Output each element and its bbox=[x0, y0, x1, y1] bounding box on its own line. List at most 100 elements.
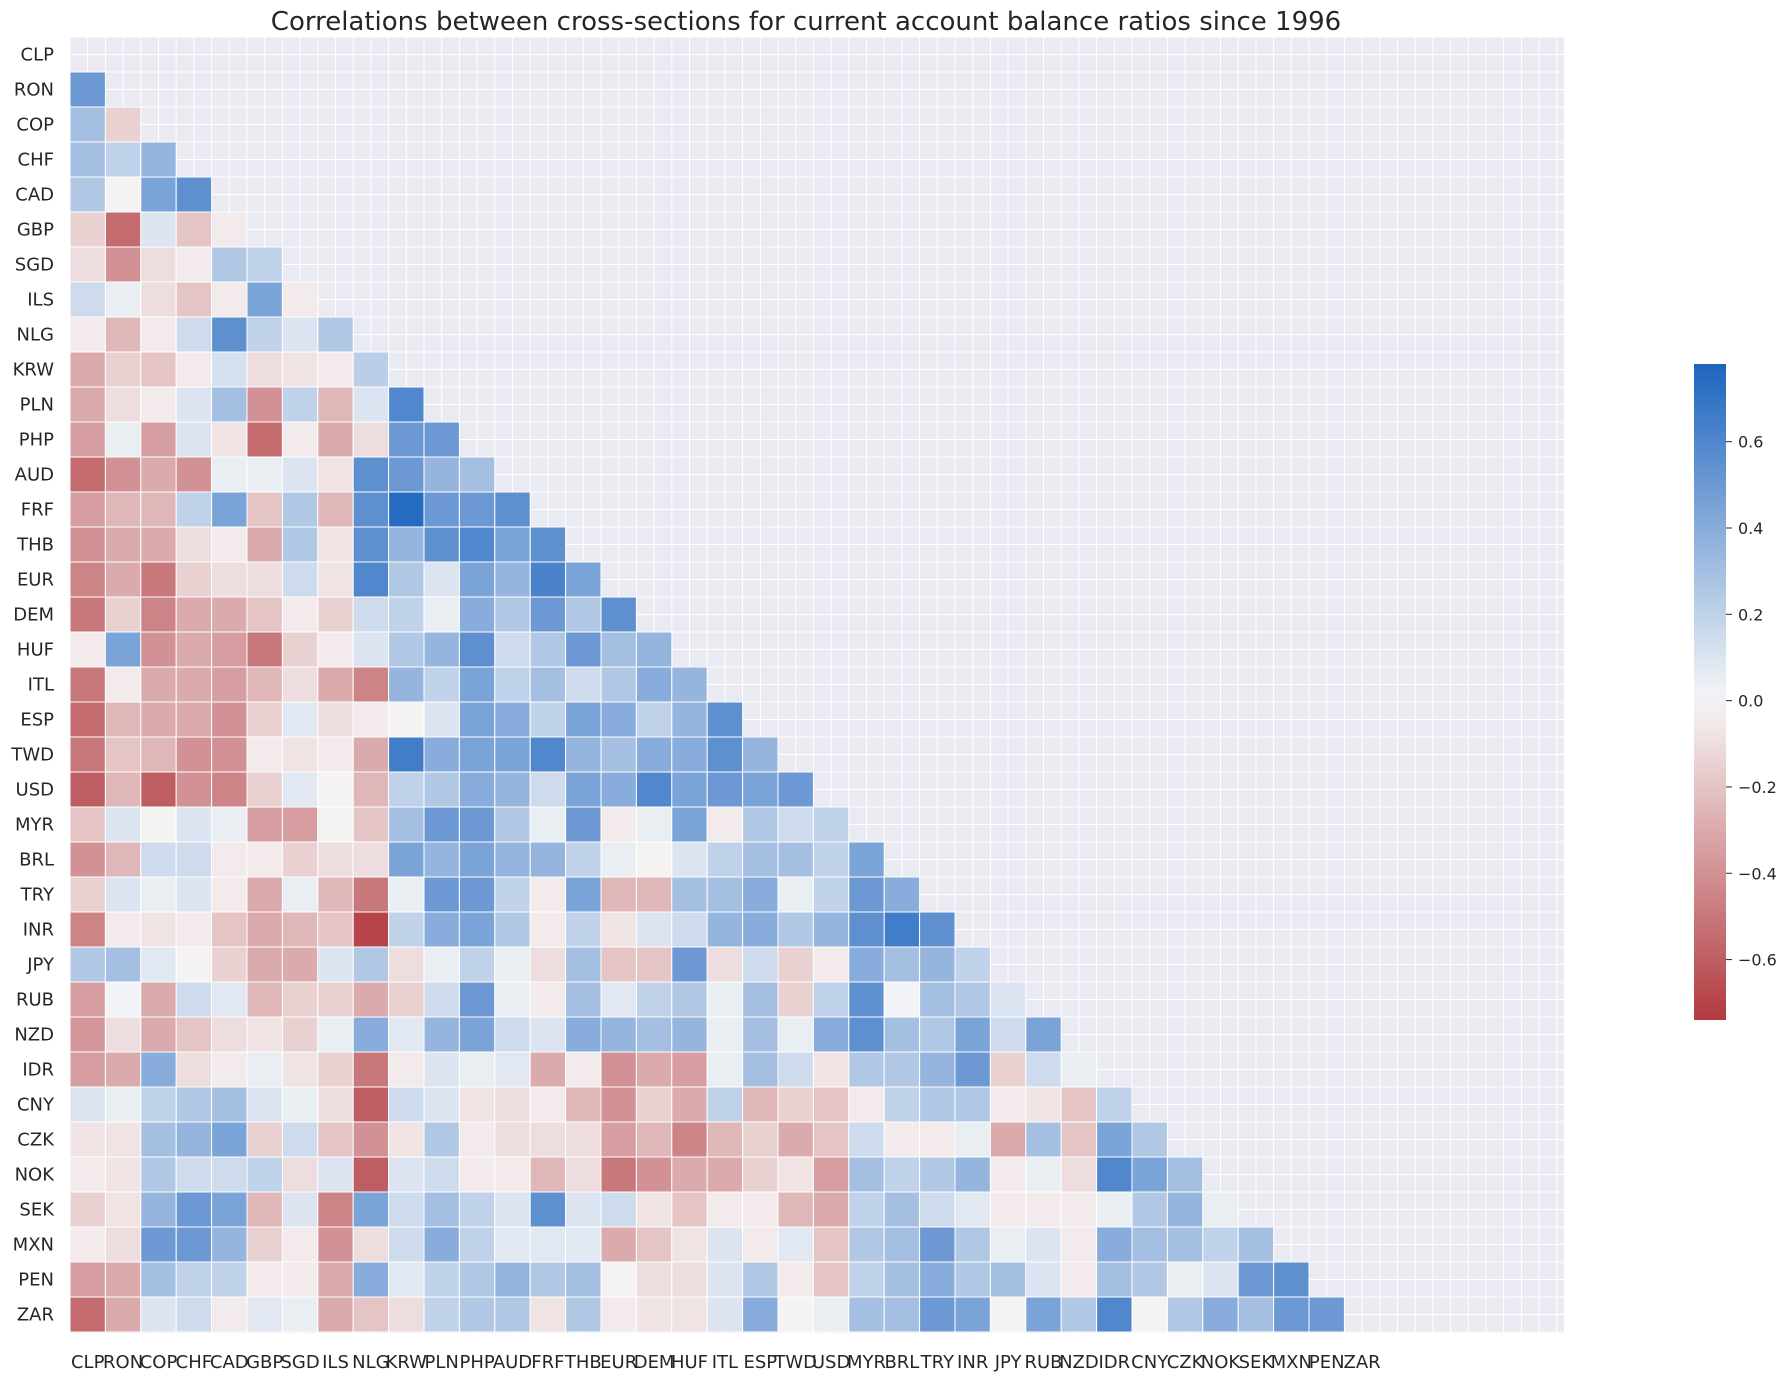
heatmap-cell-MXN-GBP bbox=[246, 1226, 283, 1263]
heatmap-cell-PLN-CAD bbox=[211, 386, 248, 423]
heatmap-cell-PEN-INR bbox=[954, 1261, 991, 1298]
x-tick-label: PEN bbox=[1309, 1352, 1345, 1373]
heatmap-cell-BRL-ITL bbox=[706, 841, 744, 878]
heatmap-cell-PEN-DEM bbox=[635, 1261, 673, 1298]
heatmap-cell-NOK-ILS bbox=[317, 1156, 354, 1193]
heatmap-cell-ZAR-AUD bbox=[494, 1296, 531, 1333]
heatmap-cell-TRY-ILS bbox=[317, 876, 354, 913]
heatmap-cell-INR-RON bbox=[104, 911, 142, 948]
heatmap-cell-KRW-GBP bbox=[246, 351, 283, 388]
heatmap-cell-RUB-CAD bbox=[211, 981, 248, 1018]
heatmap-cell-TWD-NLG bbox=[352, 736, 390, 773]
heatmap-cell-SEK-BRL bbox=[883, 1191, 921, 1228]
heatmap-cell-NOK-ESP bbox=[742, 1156, 779, 1193]
heatmap-cell-HUF-GBP bbox=[246, 631, 283, 668]
heatmap-cell-JPY-KRW bbox=[388, 946, 425, 983]
heatmap-cell-ILS-SGD bbox=[281, 281, 319, 318]
heatmap-cell-PEN-SGD bbox=[281, 1261, 319, 1298]
heatmap-cell-CZK-KRW bbox=[388, 1121, 425, 1158]
heatmap-cell-NOK-NZD bbox=[1060, 1156, 1098, 1193]
heatmap-cell-SEK-INR bbox=[954, 1191, 991, 1228]
heatmap-cell-BRL-MYR bbox=[848, 841, 885, 878]
x-tick-label: CHF bbox=[176, 1352, 212, 1373]
heatmap-cell-NZD-KRW bbox=[388, 1016, 425, 1053]
heatmap-cell-MYR-PLN bbox=[423, 806, 460, 843]
heatmap-cell-NOK-IDR bbox=[1096, 1156, 1133, 1193]
heatmap-cell-NOK-PLN bbox=[423, 1156, 460, 1193]
heatmap-cell-CZK-JPY bbox=[989, 1121, 1027, 1158]
heatmap-cell-INR-ESP bbox=[742, 911, 779, 948]
y-tick-label: PEN bbox=[18, 1270, 54, 1291]
heatmap-cell-TRY-NLG bbox=[352, 876, 390, 913]
heatmap-cell-CNY-NZD bbox=[1060, 1086, 1098, 1123]
heatmap-cell-PEN-CNY bbox=[1131, 1261, 1168, 1298]
heatmap-cell-AUD-SGD bbox=[281, 456, 319, 493]
heatmap-cell-TWD-FRF bbox=[529, 736, 567, 773]
y-tick-label: BRL bbox=[19, 850, 54, 871]
heatmap-cell-IDR-ITL bbox=[706, 1051, 744, 1088]
y-tick-labels: CLP RON COP CHF CAD GBP SGD ILS NLG KRW PLN PHP AUD F… bbox=[10, 45, 55, 1326]
heatmap-cell-JPY-USD bbox=[812, 946, 850, 983]
heatmap-cell-HUF-CLP bbox=[69, 631, 106, 668]
heatmap-cell-JPY-CAD bbox=[211, 946, 248, 983]
heatmap-cell-DEM-SGD bbox=[281, 596, 319, 633]
heatmap-cell-USD-CLP bbox=[69, 771, 106, 808]
heatmap-cell-ESP-CHF bbox=[175, 701, 213, 738]
heatmap-cell-PEN-IDR bbox=[1096, 1261, 1133, 1298]
heatmap-cell-CZK-BRL bbox=[883, 1121, 921, 1158]
heatmap-cell-EUR-PHP bbox=[458, 561, 496, 598]
heatmap-cell-AUD-NLG bbox=[352, 456, 390, 493]
heatmap-cell-CNY-IDR bbox=[1096, 1086, 1133, 1123]
x-tick-label: AUD bbox=[493, 1352, 532, 1373]
x-tick-label: CAD bbox=[210, 1352, 249, 1373]
heatmap-cell-BRL-ESP bbox=[742, 841, 779, 878]
heatmap-cell-NOK-MYR bbox=[848, 1156, 885, 1193]
heatmap-cell-PLN-RON bbox=[104, 386, 142, 423]
heatmap-cell-CNY-ITL bbox=[706, 1086, 744, 1123]
x-tick-label: ZAR bbox=[1344, 1352, 1381, 1373]
heatmap-cell-IDR-INR bbox=[954, 1051, 991, 1088]
heatmap-cell-CHF-CLP bbox=[69, 141, 106, 178]
heatmap-cell-MYR-HUF bbox=[671, 806, 708, 843]
heatmap-cell-THB-KRW bbox=[388, 526, 425, 563]
heatmap-cell-SEK-CZK bbox=[1166, 1191, 1204, 1228]
heatmap-cell-ILS-CLP bbox=[69, 281, 106, 318]
heatmap-cell-MYR-CHF bbox=[175, 806, 213, 843]
heatmap-cell-NZD-COP bbox=[140, 1016, 177, 1053]
heatmap-cell-ITL-FRF bbox=[529, 666, 567, 703]
heatmap-cell-ESP-CAD bbox=[211, 701, 248, 738]
heatmap-cell-ILS-CHF bbox=[175, 281, 213, 318]
heatmap-cell-AUD-PHP bbox=[458, 456, 496, 493]
heatmap-cell-TWD-ITL bbox=[706, 736, 744, 773]
y-tick-label: INR bbox=[23, 920, 54, 941]
heatmap-cell-MXN-NZD bbox=[1060, 1226, 1098, 1263]
heatmap-cell-AUD-COP bbox=[140, 456, 177, 493]
heatmap-cell-ZAR-CAD bbox=[211, 1296, 248, 1333]
heatmap-cell-MXN-CZK bbox=[1166, 1226, 1204, 1263]
heatmap-cell-MYR-RON bbox=[104, 806, 142, 843]
heatmap-cell-MXN-MYR bbox=[848, 1226, 885, 1263]
colorbar-tick-label: −0.6 bbox=[1738, 951, 1776, 970]
heatmap-cell-NZD-PLN bbox=[423, 1016, 460, 1053]
heatmap-cell-CNY-FRF bbox=[529, 1086, 567, 1123]
heatmap-cell-RUB-AUD bbox=[494, 981, 531, 1018]
heatmap-cell-CHF-COP bbox=[140, 141, 177, 178]
heatmap-cell-RUB-JPY bbox=[989, 981, 1027, 1018]
heatmap-cell-FRF-COP bbox=[140, 491, 177, 528]
heatmap-cell-NOK-TWD bbox=[777, 1156, 814, 1193]
heatmap-cell-MXN-HUF bbox=[671, 1226, 708, 1263]
heatmap-cell-NZD-GBP bbox=[246, 1016, 283, 1053]
heatmap-cell-NZD-ESP bbox=[742, 1016, 779, 1053]
heatmap-cell-NOK-RUB bbox=[1025, 1156, 1062, 1193]
heatmap-cell-INR-CHF bbox=[175, 911, 213, 948]
colorbar-tick-label: −0.4 bbox=[1738, 864, 1776, 883]
heatmap-cell-SEK-CNY bbox=[1131, 1191, 1168, 1228]
heatmap-cell-CNY-CHF bbox=[175, 1086, 213, 1123]
x-tick-label: COP bbox=[140, 1352, 178, 1373]
y-tick-label: PHP bbox=[19, 430, 54, 451]
heatmap-cell-ITL-THB bbox=[565, 666, 602, 703]
heatmap-cell-DEM-RON bbox=[104, 596, 142, 633]
x-tick-label: RUB bbox=[1024, 1352, 1062, 1373]
heatmap-cell-NOK-TRY bbox=[919, 1156, 956, 1193]
heatmap-cell-KRW-CAD bbox=[211, 351, 248, 388]
